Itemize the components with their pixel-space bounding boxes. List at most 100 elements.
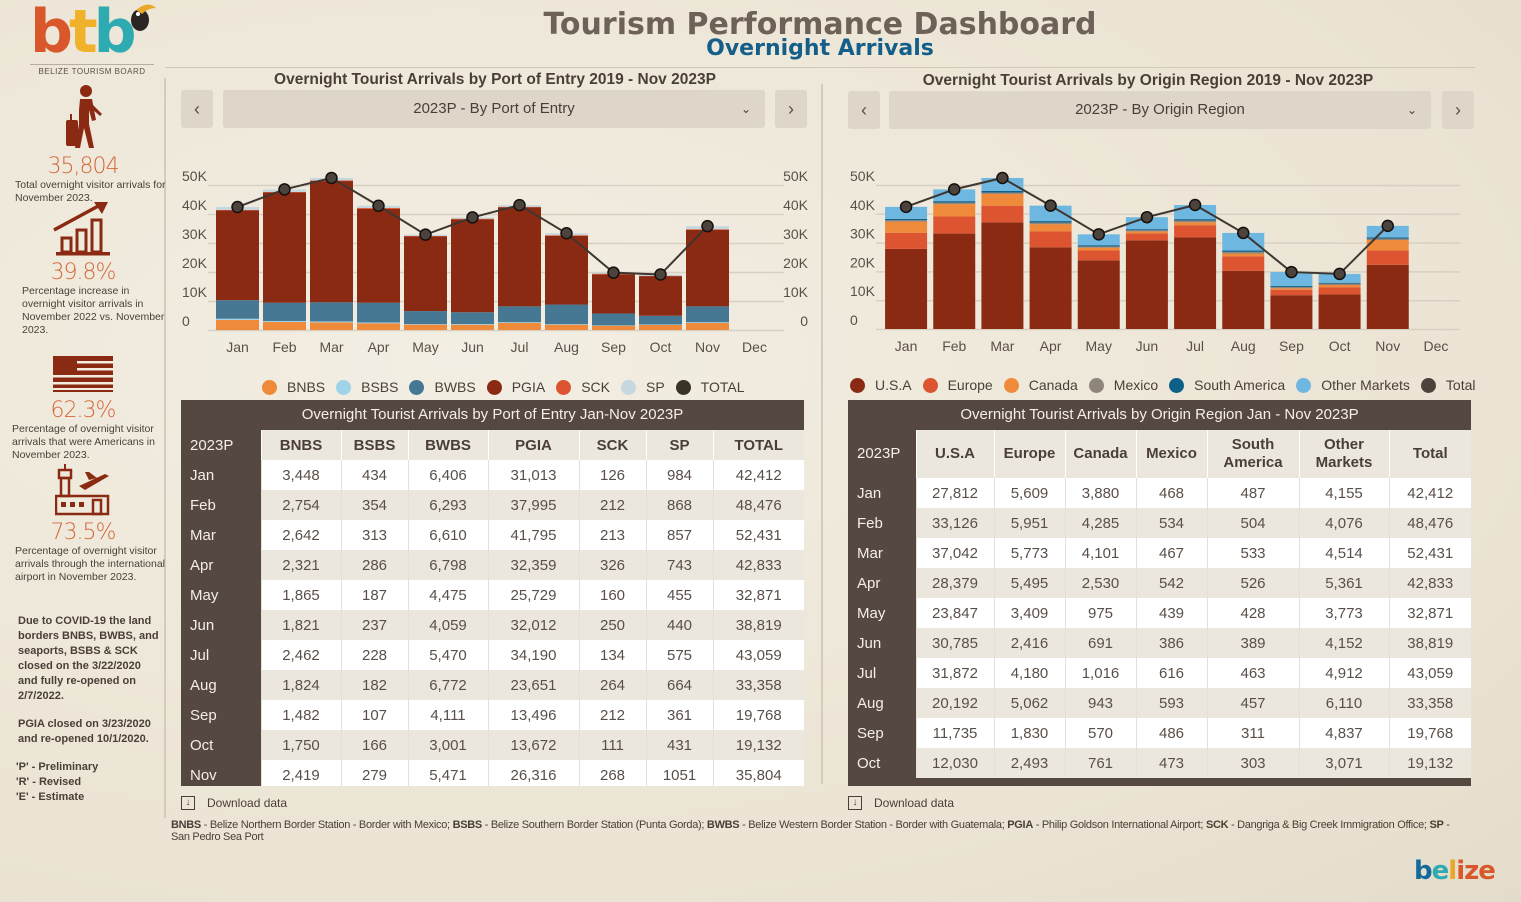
total-point[interactable] [899, 200, 913, 214]
bar-segment-bwbs[interactable] [310, 302, 353, 322]
column-header[interactable]: Canada [1064, 430, 1136, 478]
bar-segment-bwbs[interactable] [545, 304, 588, 325]
bar-segment-mexico[interactable] [1222, 251, 1265, 254]
total-point[interactable] [1188, 198, 1202, 212]
bar-segment-bsbs[interactable] [404, 324, 447, 325]
bar-segment-south-america[interactable] [1366, 237, 1409, 239]
bar-segment-europe[interactable] [1222, 256, 1265, 271]
column-header[interactable]: Total [1388, 430, 1471, 478]
total-point[interactable] [1140, 210, 1154, 224]
total-point[interactable] [560, 227, 573, 240]
bar-segment-bsbs[interactable] [686, 322, 729, 323]
download-data-button[interactable]: ↓ Download data [181, 796, 287, 810]
bar-segment-bsbs[interactable] [310, 321, 353, 323]
bar-segment-pgia[interactable] [310, 181, 353, 303]
bar-segment-south-america[interactable] [1077, 245, 1120, 247]
bar-segment-bnbs[interactable] [310, 322, 353, 330]
column-header[interactable]: TOTAL [712, 430, 804, 460]
bar-segment-mexico[interactable] [1029, 222, 1072, 225]
bar-segment-canada[interactable] [1125, 231, 1168, 234]
column-header[interactable]: BNBS [260, 430, 341, 460]
bar-segment-canada[interactable] [1077, 247, 1120, 251]
bar-segment-u-s-a[interactable] [1125, 240, 1168, 329]
bar-segment-bwbs[interactable] [498, 306, 541, 323]
bar-segment-south-america[interactable] [1318, 282, 1361, 284]
bar-segment-pgia[interactable] [545, 235, 588, 305]
bar-segment-canada[interactable] [933, 204, 976, 217]
bar-segment-u-s-a[interactable] [885, 248, 928, 329]
legend-item[interactable]: Mexico [1088, 377, 1158, 393]
bar-segment-mexico[interactable] [885, 220, 928, 222]
bar-segment-u-s-a[interactable] [1174, 237, 1217, 329]
bar-segment-pgia[interactable] [498, 207, 541, 307]
bar-segment-europe[interactable] [933, 216, 976, 234]
bar-segment-south-america[interactable] [1125, 229, 1168, 231]
total-point[interactable] [996, 171, 1009, 185]
legend-item[interactable]: SP [620, 379, 665, 395]
column-header[interactable]: South America [1206, 430, 1299, 478]
bar-segment-u-s-a[interactable] [1029, 247, 1072, 329]
total-point[interactable] [231, 200, 244, 214]
bar-segment-bsbs[interactable] [263, 320, 306, 323]
legend-item[interactable]: Europe [922, 377, 993, 393]
download-data-button[interactable]: ↓ Download data [848, 796, 954, 810]
bar-segment-bnbs[interactable] [592, 325, 635, 330]
bar-segment-bsbs[interactable] [545, 324, 588, 325]
bar-segment-south-america[interactable] [1270, 285, 1313, 287]
bar-segment-south-america[interactable] [885, 218, 928, 221]
total-point[interactable] [466, 211, 479, 224]
bar-segment-canada[interactable] [981, 193, 1024, 206]
column-header[interactable]: Europe [993, 430, 1065, 478]
bar-segment-bwbs[interactable] [639, 315, 682, 325]
legend-item[interactable]: Total [1420, 377, 1475, 393]
prev-button[interactable]: ‹ [181, 90, 213, 128]
bar-segment-bnbs[interactable] [498, 322, 541, 330]
origin-region-dropdown[interactable]: 2023P - By Origin Region ⌄ [889, 91, 1431, 129]
bar-segment-other-markets[interactable] [1222, 232, 1265, 251]
bar-segment-europe[interactable] [1366, 250, 1409, 265]
bar-segment-u-s-a[interactable] [1077, 260, 1120, 329]
bar-segment-bsbs[interactable] [357, 322, 400, 324]
bar-segment-canada[interactable] [1029, 224, 1072, 232]
column-header[interactable]: Mexico [1135, 430, 1207, 478]
total-point[interactable] [325, 171, 338, 185]
column-header[interactable]: SCK [578, 430, 646, 460]
bar-segment-europe[interactable] [1174, 225, 1217, 238]
bar-segment-pgia[interactable] [263, 192, 306, 303]
bar-segment-u-s-a[interactable] [1270, 295, 1313, 329]
bar-segment-bwbs[interactable] [404, 311, 447, 325]
bar-segment-bnbs[interactable] [357, 323, 400, 330]
bar-segment-bnbs[interactable] [639, 324, 682, 330]
bar-segment-canada[interactable] [1318, 284, 1361, 288]
bar-segment-pgia[interactable] [639, 276, 682, 316]
legend-item[interactable]: South America [1169, 377, 1285, 393]
column-header[interactable]: U.S.A [915, 430, 994, 478]
bar-segment-pgia[interactable] [216, 210, 259, 301]
bar-segment-europe[interactable] [1077, 250, 1120, 261]
legend-item[interactable]: BNBS [262, 379, 325, 395]
bar-segment-other-markets[interactable] [1270, 272, 1313, 286]
bar-segment-bnbs[interactable] [545, 324, 588, 330]
bar-segment-bnbs[interactable] [686, 322, 729, 330]
bar-segment-pgia[interactable] [592, 274, 635, 314]
bar-segment-bsbs[interactable] [498, 322, 541, 323]
bar-segment-pgia[interactable] [357, 208, 400, 303]
bar-segment-bnbs[interactable] [216, 320, 259, 330]
prev-button[interactable]: ‹ [848, 91, 880, 129]
legend-item[interactable]: BSBS [336, 379, 398, 395]
bar-segment-canada[interactable] [885, 221, 928, 233]
bar-segment-pgia[interactable] [451, 219, 494, 313]
total-point[interactable] [1333, 267, 1346, 281]
bar-segment-u-s-a[interactable] [981, 222, 1024, 329]
bar-segment-bsbs[interactable] [451, 324, 494, 325]
bar-segment-u-s-a[interactable] [1366, 264, 1409, 329]
bar-segment-mexico[interactable] [1125, 230, 1168, 232]
bar-segment-europe[interactable] [1318, 287, 1361, 295]
column-header[interactable]: BSBS [340, 430, 408, 460]
bar-segment-europe[interactable] [1029, 231, 1072, 248]
column-header[interactable]: Other Markets [1298, 430, 1389, 478]
column-header[interactable]: PGIA [487, 430, 579, 460]
bar-segment-bwbs[interactable] [451, 312, 494, 325]
bar-segment-pgia[interactable] [686, 229, 729, 307]
bar-segment-south-america[interactable] [1029, 221, 1072, 223]
